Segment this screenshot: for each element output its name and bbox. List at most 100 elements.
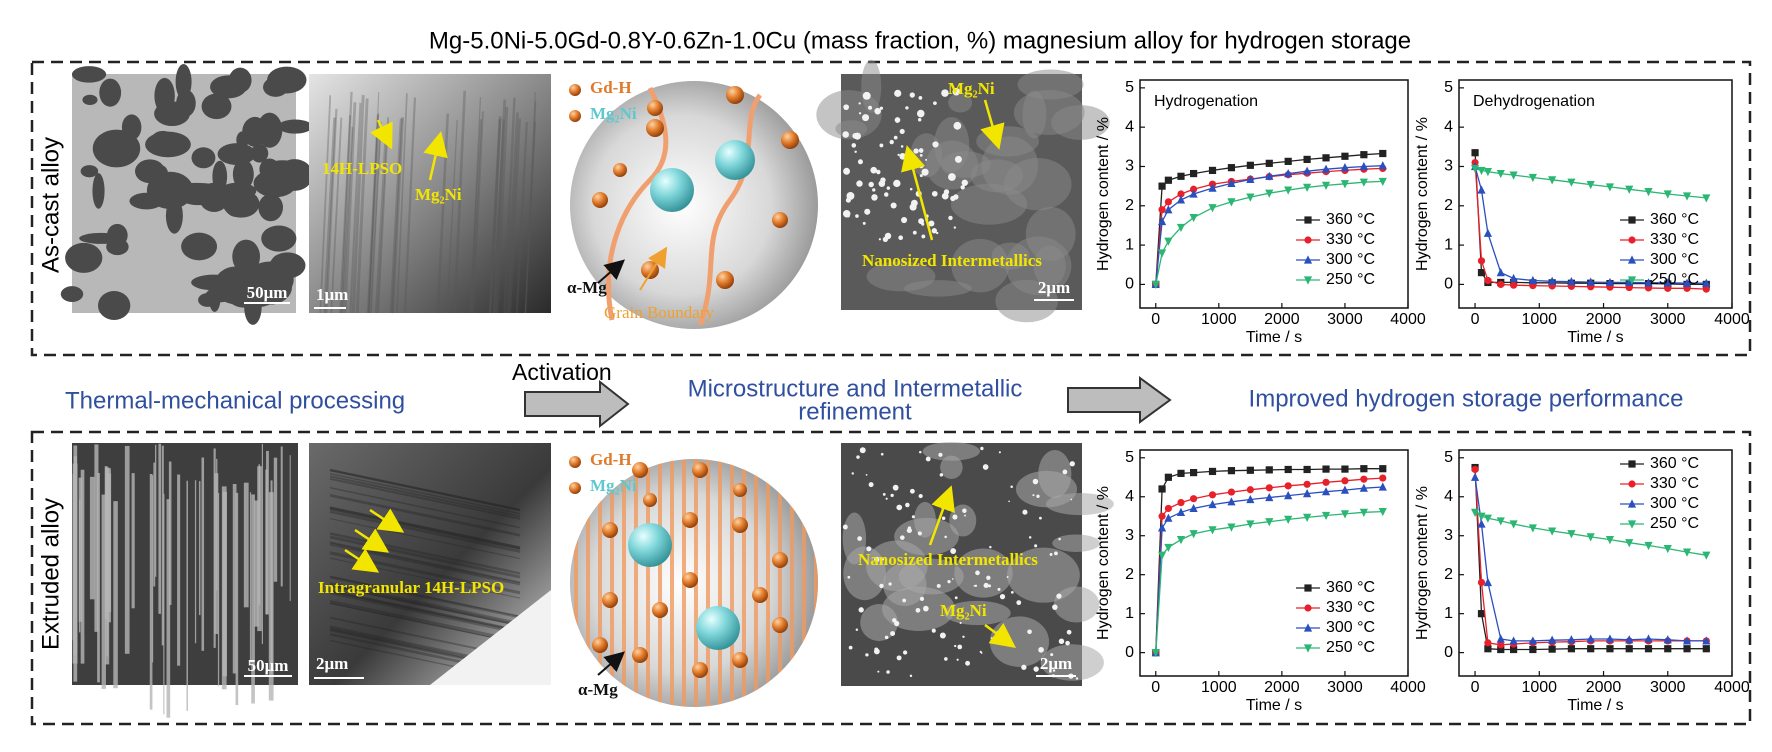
marker — [1628, 216, 1636, 224]
gd-h-particle — [613, 163, 627, 177]
lpso-stripes — [574, 459, 818, 707]
texture — [931, 190, 938, 197]
x-axis-label: Time / s — [1246, 697, 1302, 714]
texture — [97, 473, 100, 683]
marker — [1284, 490, 1293, 500]
texture — [905, 502, 910, 508]
lpso-stripe — [814, 459, 818, 707]
texture — [909, 203, 917, 211]
texture — [330, 117, 343, 314]
marker — [1484, 276, 1492, 285]
gd-h-particle — [632, 462, 648, 478]
texture — [871, 194, 878, 201]
marker — [1303, 183, 1312, 192]
annotation: Nanosized Intermetallics — [862, 251, 1042, 270]
y-tick-label: 3 — [1444, 158, 1453, 175]
texture — [949, 504, 977, 537]
y-tick-label: 2 — [1444, 566, 1453, 583]
texture — [368, 125, 382, 314]
texture — [217, 493, 220, 687]
x-axis-label: Time / s — [1567, 329, 1623, 346]
y-tick-label: 4 — [1125, 488, 1134, 505]
marker — [1627, 520, 1637, 529]
marker — [1702, 636, 1711, 645]
marker — [1567, 178, 1576, 187]
marker — [1702, 551, 1711, 560]
texture — [911, 515, 915, 519]
marker — [1189, 503, 1198, 513]
texture — [273, 457, 278, 582]
texture — [161, 445, 164, 646]
marker — [1304, 216, 1312, 224]
texture — [842, 210, 851, 218]
texture — [953, 226, 957, 229]
texture — [959, 621, 962, 625]
marker — [1528, 173, 1537, 183]
texture — [319, 95, 332, 314]
x-tick-label: 2000 — [1264, 679, 1300, 696]
marker — [1158, 485, 1166, 493]
texture — [925, 158, 928, 161]
texture — [878, 180, 886, 187]
marker — [1496, 268, 1505, 277]
gd-h-particle — [726, 86, 744, 104]
texture — [495, 106, 509, 314]
marker — [1509, 273, 1518, 283]
marker — [1151, 280, 1160, 290]
texture — [923, 605, 929, 612]
marker — [1189, 213, 1198, 223]
texture — [974, 584, 978, 587]
legend-label: 360 °C — [1650, 211, 1699, 228]
texture — [858, 607, 864, 613]
texture — [870, 166, 878, 174]
texture — [885, 497, 888, 500]
marker — [1477, 512, 1486, 521]
texture — [289, 455, 291, 602]
flow-text: Improved hydrogen storage performance — [1249, 385, 1684, 412]
flow-text: Microstructure and Intermetallic — [688, 375, 1023, 402]
texture — [261, 443, 263, 645]
marker — [1190, 185, 1198, 193]
texture — [917, 531, 922, 536]
texture — [267, 66, 307, 94]
texture — [975, 570, 980, 576]
texture — [1058, 537, 1061, 541]
texture — [922, 442, 980, 461]
chart-title: Dehydrogenation — [1473, 93, 1595, 110]
texture — [1065, 640, 1070, 646]
y-axis-label: Hydrogen content / % — [1095, 117, 1112, 271]
marker — [1164, 237, 1173, 246]
texture — [94, 444, 99, 632]
marker — [1265, 518, 1274, 527]
arrow — [344, 548, 380, 573]
marker — [1682, 192, 1692, 201]
texture — [472, 111, 484, 314]
line-chart: 0 1 2 3 4 5 0 1000 2000 3000 4000 Time / s Hydrogen … — [1414, 449, 1750, 714]
marker — [1605, 277, 1615, 287]
lpso-stripe — [622, 459, 626, 707]
texture — [82, 94, 98, 106]
texture — [488, 116, 502, 314]
texture — [329, 575, 521, 617]
line-chart: 0 1 2 3 4 5 0 1000 2000 3000 4000 Time / s Hydrogen … — [1095, 79, 1426, 346]
arrow — [980, 99, 1005, 150]
gd-h-particle — [772, 617, 788, 633]
lpso-stripe — [754, 459, 758, 707]
texture — [194, 480, 197, 644]
gd-h-particle — [602, 592, 618, 608]
texture — [980, 652, 983, 654]
gd-h-particle — [692, 462, 708, 478]
marker — [1246, 174, 1255, 184]
legend-label: 300 °C — [1650, 251, 1699, 268]
texture — [181, 232, 218, 261]
gd-h-particle — [732, 517, 748, 533]
texture — [879, 106, 884, 110]
texture — [153, 462, 156, 587]
texture — [1069, 461, 1075, 467]
texture — [329, 582, 521, 625]
gd-h-particle — [592, 637, 608, 653]
texture — [901, 216, 908, 224]
annotations: 50μm Intragranular 14H-LPSO 2μm Gd-H Mg₂… — [244, 450, 1076, 699]
texture — [964, 514, 967, 517]
y-tick-label: 2 — [1125, 197, 1134, 214]
